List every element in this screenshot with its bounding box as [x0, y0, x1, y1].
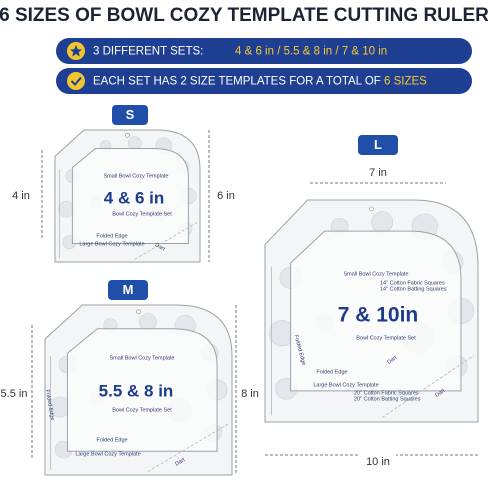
label-bg [0, 385, 30, 401]
dart-line [381, 355, 474, 418]
size-badge-text: S [126, 107, 135, 122]
size-badge-text: M [123, 282, 134, 297]
template-hole [139, 313, 157, 331]
size-badge [108, 280, 148, 300]
banner-text-part: EACH SET HAS 2 SIZE TEMPLATES FOR A TOTA… [93, 76, 381, 88]
dimension-label: 4 in [12, 190, 30, 202]
dimension-label: 7 in [369, 167, 387, 179]
template-label: Large Bowl Cozy Template [313, 382, 378, 388]
material-label: 20" Cotton Batting Squares [354, 396, 421, 402]
title: 6 SIZES OF BOWL COZY TEMPLATE CUTTING RU… [0, 5, 488, 26]
template-label: Large Bowl Cozy Template [75, 451, 140, 457]
template-label: Small Bowl Cozy Template [343, 271, 408, 277]
size-badge [112, 105, 148, 125]
set-label: Bowl Cozy Template Set [112, 407, 172, 413]
size-badge-text: L [374, 137, 382, 152]
dimension-label: 10 in [366, 456, 390, 468]
banner [56, 68, 472, 94]
banner-text: EACH SET HAS 2 SIZE TEMPLATES FOR A TOTA… [93, 76, 427, 88]
banner-highlight: 4 & 6 in / 5.5 & 8 in / 7 & 10 in [235, 46, 387, 58]
size-title: 7 & 10in [338, 304, 419, 327]
dart-line [134, 222, 198, 260]
set-label: Bowl Cozy Template Set [112, 211, 172, 217]
template-hole [127, 136, 142, 151]
material-label: 14" Cotton Batting Squares [380, 286, 447, 292]
size-title: 5.5 & 8 in [99, 381, 174, 400]
templates [44, 129, 479, 476]
hang-hole [136, 309, 141, 315]
template-label: Small Bowl Cozy Template [109, 355, 174, 361]
banner-text: 3 DIFFERENT SETS: [93, 46, 203, 58]
template-label: Large Bowl Cozy Template [79, 241, 144, 247]
banner-highlight: 6 SIZES [384, 76, 427, 88]
template-outline [66, 328, 218, 452]
hang-hole [369, 206, 374, 212]
hang-hole [125, 132, 130, 138]
fold-label: Folded Edge [44, 389, 55, 421]
fold-label: Folded Edge [96, 437, 127, 443]
star-shape [70, 45, 82, 57]
fold-label: Folded Edge [96, 233, 127, 239]
size-badge [358, 135, 398, 155]
banner [56, 38, 472, 64]
dimension-label: 8 in [241, 388, 259, 400]
check-shape [70, 76, 82, 86]
label-bg [360, 454, 396, 470]
size-title: 4 & 6 in [104, 188, 164, 207]
dart-label: Dart [386, 355, 398, 366]
template-outline [71, 147, 189, 245]
dart-label: Dart [154, 242, 166, 253]
dimension-label: 6 in [217, 190, 235, 202]
dimension-label: 5.5 in [1, 388, 28, 400]
template-label: Small Bowl Cozy Template [103, 173, 168, 179]
dart-label: Dart [174, 457, 186, 468]
set-label: Bowl Cozy Template Set [356, 335, 416, 341]
fold-label: Folded Edge [316, 369, 347, 375]
check-icon [67, 72, 85, 90]
template-hole [371, 211, 394, 234]
dart-line [147, 423, 229, 472]
material-label: 20" Cotton Fabric Squares [354, 390, 419, 396]
dart-label: Dart [434, 388, 446, 399]
material-label: 14" Cotton Fabric Squares [380, 280, 445, 286]
template-outline [290, 230, 462, 392]
